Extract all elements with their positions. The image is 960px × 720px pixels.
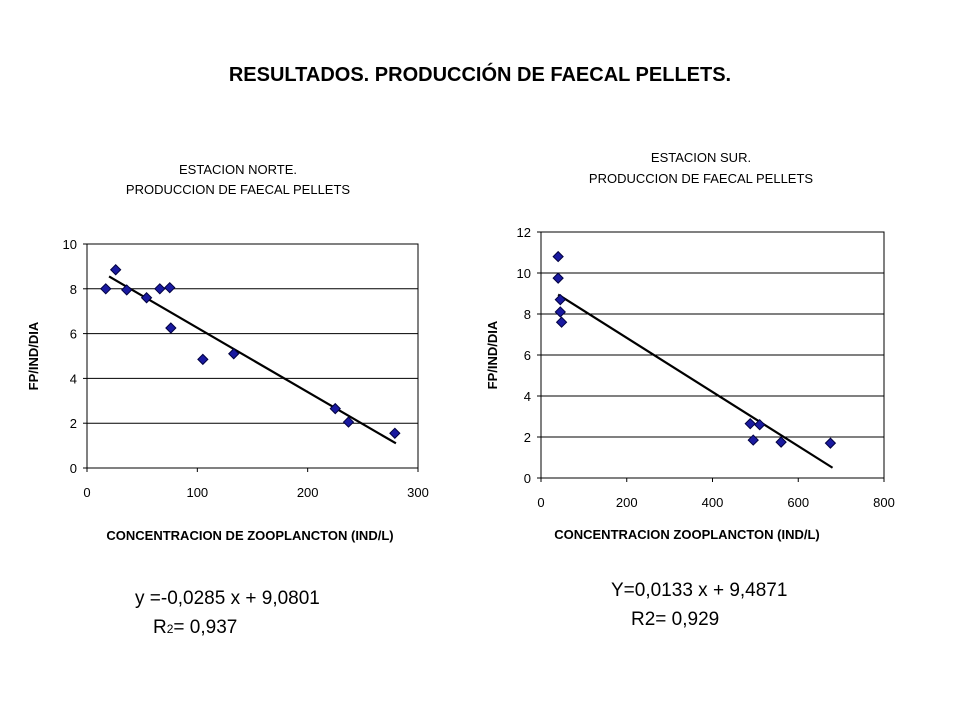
south-data-point [744,417,756,430]
north-data-point [197,353,209,366]
south-data-point [747,434,759,446]
south-chart-subtitle: PRODUCCION DE FAECAL PELLETS [589,171,814,186]
south-y-tick-label: 6 [524,348,531,363]
north-y-tick-label: 8 [70,282,77,297]
north-data-point [228,348,240,360]
south-data-point [824,437,837,449]
south-data-point [753,418,766,431]
south-data-point [552,272,564,284]
slide-title: RESULTADOS. PRODUCCIÓN DE FAECAL PELLETS… [228,64,732,86]
north-y-tick-label: 2 [70,416,77,431]
north-r2-value: = 0,937 [173,617,238,638]
south-y-tick-label: 12 [517,225,531,240]
north-data-point [342,416,355,428]
north-data-point [140,292,153,304]
north-data-point [109,264,122,276]
north-y-axis-label: FP/IND/DIA [26,321,41,390]
south-y-tick-label: 0 [524,471,531,486]
south-data-point [555,316,568,328]
north-r2-sub: 2 [166,622,174,636]
south-trendline [557,293,834,469]
north-y-tick-label: 4 [70,371,77,386]
north-trendline [108,275,397,445]
south-data-point [554,306,567,318]
north-x-tick-label: 200 [297,485,319,500]
north-data-point [154,283,166,295]
north-x-tick-label: 300 [407,485,429,500]
south-data-point [554,293,567,306]
south-y-tick-label: 10 [517,266,531,281]
north-data-point [121,284,133,296]
north-y-tick-label: 10 [63,237,77,252]
north-data-point [164,281,176,294]
south-r2: R2= 0,929 [631,609,720,630]
north-r2: R2= 0,937 [153,617,237,639]
north-data-point [165,322,177,334]
north-data-point [389,427,401,439]
north-r2-prefix: R [153,617,167,638]
south-y-tick-label: 8 [524,307,531,322]
north-x-axis-label: CONCENTRACION DE ZOOPLANCTON (IND/L) [106,528,393,543]
south-x-tick-label: 800 [873,495,895,510]
south-x-tick-label: 200 [616,495,638,510]
north-x-tick-label: 0 [83,485,90,500]
south-x-axis-label: CONCENTRACION ZOOPLANCTON (IND/L) [554,527,820,542]
south-data-point [775,436,787,448]
south-y-tick-label: 2 [524,430,531,445]
north-data-point [329,402,341,415]
south-x-tick-label: 400 [702,495,724,510]
south-y-axis-label: FP/IND/DIA [485,320,500,389]
north-chart-title: ESTACION NORTE. [179,162,297,177]
south-x-tick-label: 0 [537,495,544,510]
south-y-tick-label: 4 [524,389,531,404]
south-equation: Y=0,0133 x + 9,4871 [611,580,788,601]
south-x-tick-label: 600 [787,495,809,510]
south-data-point [552,250,564,263]
north-y-tick-label: 6 [70,327,77,342]
north-plot-frame [86,243,419,469]
north-y-tick-label: 0 [70,461,77,476]
north-equation: y =-0,0285 x + 9,0801 [135,588,320,609]
south-chart-title: ESTACION SUR. [651,150,751,165]
north-data-point [100,283,112,295]
north-chart-subtitle: PRODUCCION DE FAECAL PELLETS [126,182,351,197]
north-x-tick-label: 100 [186,485,208,500]
